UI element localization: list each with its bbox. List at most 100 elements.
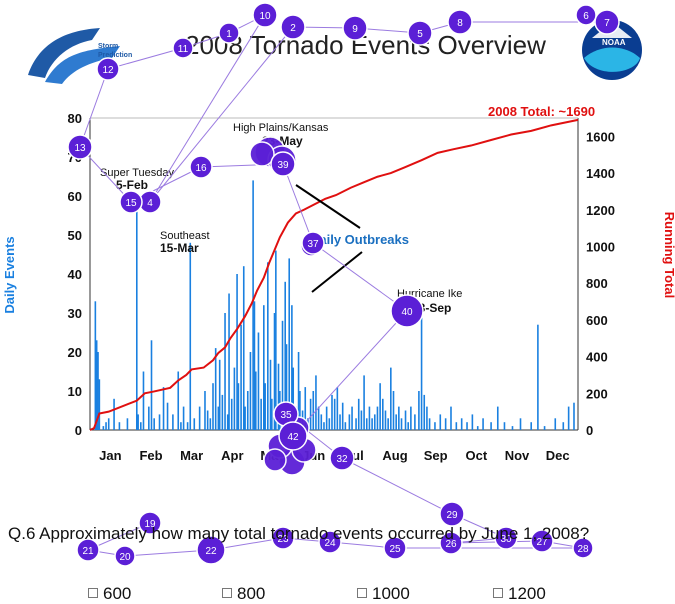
x-tick-label: Feb [139,448,162,463]
daily-bar [420,305,423,430]
daily-bar [224,313,226,430]
gaze-point-label: 6 [583,11,589,22]
daily-bar [140,422,142,430]
gaze-point [76,538,100,562]
gaze-path-line [149,14,266,203]
checkbox-icon[interactable] [493,588,503,598]
daily-bar [252,180,254,430]
gaze-path-line [341,457,453,515]
daily-bar [292,367,295,430]
daily-bar [392,391,395,430]
daily-bar [189,242,192,430]
checkbox-icon[interactable] [222,588,232,598]
daily-bar [371,418,373,430]
daily-bar [466,422,468,430]
total-label: 2008 Total: ~1690 [488,104,595,119]
daily-bar [105,422,107,430]
daily-bar [379,383,381,430]
daily-bar [519,418,522,430]
x-tick-label: Sep [424,448,448,463]
option-800[interactable]: 800 [222,584,265,604]
option-600[interactable]: 600 [88,584,131,604]
daily-bar [177,371,180,430]
daily-bar [209,418,212,430]
gaze-point-label: 35 [280,410,292,421]
gaze-point-label: 8 [457,18,463,29]
daily-bar [198,406,201,430]
gaze-point [447,9,473,35]
x-tick-label: Apr [221,448,243,463]
daily-bar [455,422,458,430]
daily-bar [476,426,479,430]
daily-bar [217,406,220,430]
daily-bar [320,414,323,430]
annotation-arrow [311,251,363,293]
daily-bar [288,258,291,430]
y2-tick-label: 400 [586,350,608,365]
daily-bar [264,383,266,430]
daily-bar [150,340,153,430]
gaze-point [218,22,240,44]
gaze-point-label: 42 [287,432,299,443]
daily-bar [418,391,420,430]
daily-bar [344,422,347,430]
daily-bar [244,406,246,430]
daily-bar [237,383,240,430]
gaze-point-label: 26 [445,539,457,550]
gaze-point [270,151,296,177]
daily-bar [148,406,150,430]
annotation-label: Daily Outbreaks [310,232,409,247]
gaze-point-label: 16 [195,163,207,174]
annotation-arrow [295,184,361,229]
gaze-path-line [292,310,408,437]
gaze-point [249,141,275,167]
gaze-point [114,545,136,567]
daily-bar [297,352,300,430]
y2-tick-label: 200 [586,386,608,401]
gaze-point-label: 37 [307,239,319,250]
daily-bar [126,418,129,430]
x-tick-label: Aug [382,448,407,463]
daily-bar [94,301,97,430]
daily-bar [277,363,280,430]
y-tick-label: 40 [68,267,82,282]
gaze-point [439,501,465,527]
annotation-label: Super Tuesday [100,167,174,179]
gaze-point [280,14,306,40]
daily-bar [107,418,110,430]
option-1200[interactable]: 1200 [493,584,546,604]
daily-bar [496,406,499,430]
daily-bar [503,422,506,430]
option-1000[interactable]: 1000 [357,584,410,604]
gaze-point-label: 28 [577,544,589,555]
gaze-point [494,526,518,550]
x-tick-label: Mar [180,448,203,463]
gaze-point-label: 40 [401,307,413,318]
daily-bar [339,414,341,430]
daily-bar [193,418,196,430]
y2-tick-label: 1600 [586,129,615,144]
gaze-point-label: 24 [324,538,336,549]
daily-bar [355,418,357,430]
spc-logo-swoosh [28,28,100,78]
daily-bar [328,418,331,430]
daily-bar [95,340,98,430]
gaze-point [189,155,213,179]
daily-bar [400,418,403,430]
y-tick-label: 50 [68,228,82,243]
daily-bar [162,387,165,430]
y2-tick-label: 600 [586,313,608,328]
gaze-point-label: 2 [290,23,296,34]
daily-bar [490,422,492,430]
checkbox-icon[interactable] [357,588,367,598]
annotation-date: 5-Feb [116,178,148,192]
daily-bar [341,402,344,430]
daily-bar [253,301,256,430]
daily-bar [511,426,514,430]
daily-bar [269,359,272,430]
spc-logo-text: Storm [98,43,118,50]
checkbox-icon[interactable] [88,588,98,598]
gaze-point-label: 4 [147,198,153,209]
daily-bar [439,414,442,430]
daily-bar [102,426,105,430]
